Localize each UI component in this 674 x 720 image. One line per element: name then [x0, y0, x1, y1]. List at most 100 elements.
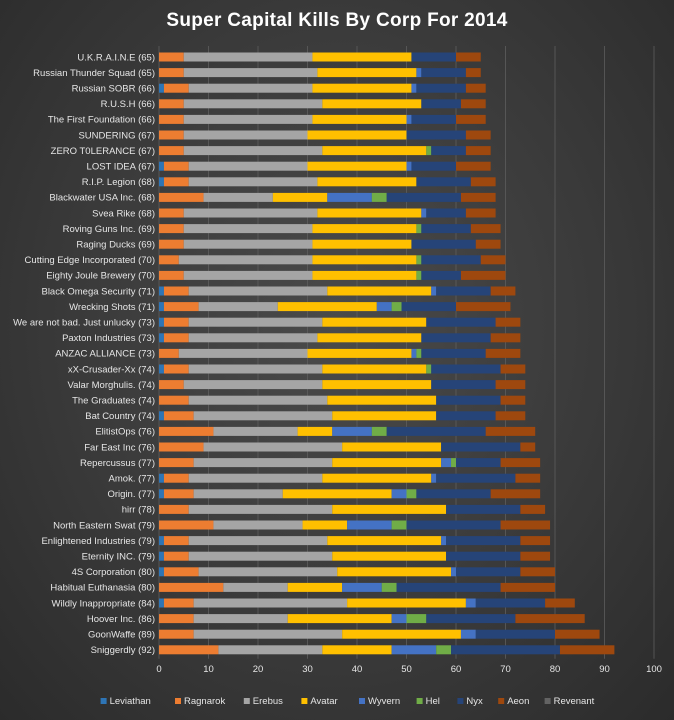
legend-label-leviathan: Leviathan: [110, 696, 151, 707]
bar-segment-ragnarok: [159, 192, 204, 202]
bar-segment-erebus: [213, 520, 303, 530]
bar-segment-leviathan: [159, 489, 164, 499]
bar-segment-erebus: [188, 504, 333, 514]
bar-segment-erebus: [193, 489, 283, 499]
bar-segment-aeon: [490, 489, 541, 499]
bar-segment-avatar: [317, 68, 417, 78]
bar-segment-nyx: [451, 645, 560, 655]
bar-segment-avatar: [327, 286, 432, 296]
bar-segment-hel: [416, 348, 422, 358]
bar-segment-aeon: [490, 333, 521, 343]
bar-segment-aeon: [520, 551, 551, 561]
x-tick-label-60: 60: [451, 664, 462, 675]
bar-segment-nyx: [406, 130, 466, 140]
bar-segment-aeon: [465, 146, 491, 156]
bar-segment-ragnarok: [163, 473, 189, 483]
category-label: R.I.P. Legion (68): [82, 177, 155, 188]
legend-swatch-leviathan: [100, 698, 107, 704]
bar-segment-nyx: [416, 489, 491, 499]
category-label: Far East Inc (76): [84, 442, 155, 453]
bar-segment-ragnarok: [163, 536, 189, 546]
bar-segment-avatar: [332, 551, 447, 561]
bar-segment-avatar: [322, 473, 432, 483]
bar-segment-erebus: [183, 52, 313, 62]
category-label: Valar Morghulis. (74): [68, 380, 155, 391]
bar-segment-wyvern: [391, 645, 437, 655]
bar-segment-avatar: [297, 426, 333, 436]
bar-segment-ragnarok: [163, 551, 189, 561]
bar-segment-nyx: [411, 114, 456, 124]
x-tick-label-80: 80: [550, 664, 561, 675]
bar-segment-leviathan: [159, 473, 164, 483]
bar-segment-erebus: [188, 83, 313, 93]
category-label: GoonWaffe (89): [88, 630, 155, 641]
bar-segment-ragnarok: [159, 520, 214, 530]
bar-segment-wyvern: [332, 426, 372, 436]
bar-segment-erebus: [213, 426, 298, 436]
bar-segment-erebus: [178, 348, 308, 358]
bar-segment-aeon: [500, 458, 541, 468]
bar-segment-erebus: [183, 224, 313, 234]
bar-segment-ragnarok: [163, 489, 194, 499]
bar-segment-avatar: [312, 224, 417, 234]
x-tick-label-20: 20: [253, 664, 264, 675]
bar-segment-aeon: [465, 83, 486, 93]
x-tick-label-90: 90: [599, 664, 610, 675]
bar-segment-leviathan: [159, 161, 164, 171]
bar-segment-avatar: [322, 380, 432, 390]
bar-segment-nyx: [436, 411, 496, 421]
bar-segment-nyx: [426, 614, 516, 624]
bar-segment-avatar: [342, 442, 442, 452]
bar-segment-nyx: [421, 99, 461, 109]
legend-label-revenant: Revenant: [554, 696, 595, 707]
bar-segment-avatar: [317, 177, 417, 187]
category-label: ANZAC ALLIANCE (73): [55, 349, 155, 360]
bar-segment-hel: [416, 255, 422, 265]
bar-segment-leviathan: [159, 536, 164, 546]
legend-swatch-hel: [416, 698, 423, 704]
category-label: Svea Rike (68): [92, 208, 155, 219]
bar-segment-ragnarok: [159, 255, 179, 265]
bar-segment-erebus: [178, 255, 313, 265]
category-label: SUNDERING (67): [78, 130, 155, 141]
bar-segment-nyx: [446, 551, 521, 561]
bar-segment-erebus: [183, 208, 318, 218]
category-label: Cutting Edge Incorporated (70): [25, 255, 155, 266]
bar-segment-nyx: [411, 52, 456, 62]
category-label: Eighty Joule Brewery (70): [46, 271, 155, 282]
bar-segment-ragnarok: [159, 380, 184, 390]
legend-swatch-revenant: [544, 698, 551, 704]
bar-segment-nyx: [411, 161, 456, 171]
bar-segment-leviathan: [159, 567, 164, 577]
bar-segment-aeon: [456, 52, 481, 62]
bar-segment-avatar: [302, 520, 348, 530]
bar-segment-erebus: [188, 333, 318, 343]
category-label: Roving Guns Inc. (69): [63, 224, 155, 235]
bar-segment-aeon: [495, 317, 521, 327]
bar-segment-aeon: [520, 536, 551, 546]
bar-segment-wyvern: [327, 192, 372, 202]
bar-segment-aeon: [475, 239, 501, 249]
category-label: Black Omega Security (71): [41, 286, 155, 297]
category-label: U.K.R.A.I.N.E (65): [77, 52, 155, 63]
legend-label-hel: Hel: [426, 696, 440, 707]
bar-segment-erebus: [188, 395, 328, 405]
bar-segment-erebus: [183, 270, 313, 280]
legend-swatch-avatar: [301, 698, 308, 704]
bar-segment-aeon: [456, 302, 511, 312]
bar-segment-aeon: [520, 567, 555, 577]
bar-segment-aeon: [460, 99, 486, 109]
bar-segment-avatar: [277, 302, 377, 312]
bar-segment-aeon: [470, 224, 501, 234]
bar-segment-aeon: [470, 177, 496, 187]
bar-segment-avatar: [307, 161, 407, 171]
legend-label-erebus: Erebus: [253, 696, 283, 707]
bar-segment-avatar: [332, 411, 437, 421]
bar-segment-avatar: [272, 192, 328, 202]
bar-segment-ragnarok: [163, 364, 189, 374]
category-label: Repercussus (77): [80, 458, 155, 469]
bar-segment-erebus: [183, 130, 308, 140]
bar-segment-nyx: [456, 458, 501, 468]
bar-segment-ragnarok: [163, 317, 189, 327]
